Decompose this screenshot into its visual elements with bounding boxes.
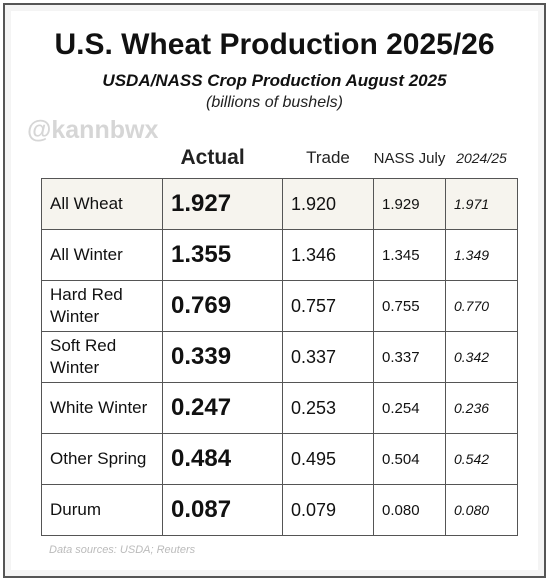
cell: 0.337	[282, 331, 374, 383]
row-label: Soft Red Winter	[41, 331, 163, 383]
data-table: Actual Trade NASS July 2024/25 All Wheat 1.9…	[41, 138, 518, 536]
watermark: @kannbwx	[27, 116, 159, 144]
row-label: All Wheat	[41, 178, 163, 230]
column-header: Actual	[180, 146, 245, 169]
column-header: Trade	[306, 148, 350, 167]
row-label: All Winter	[41, 229, 163, 281]
corner	[42, 138, 163, 179]
cell: 1.929	[373, 178, 446, 230]
cell: 0.504	[373, 433, 446, 485]
header-row: Actual Trade NASS July 2024/25	[42, 138, 518, 179]
cell: 0.080	[373, 484, 446, 536]
source-note: Data sources: USDA; Reuters	[49, 544, 196, 556]
cell: 0.339	[162, 331, 283, 383]
cell: 1.971	[445, 178, 518, 230]
cell: 1.345	[373, 229, 446, 281]
table-row: All Wheat 1.927 1.920 1.929 1.971	[41, 178, 518, 230]
table-row: Other Spring 0.484 0.495 0.504 0.542	[41, 433, 518, 485]
column-header: 2024/25	[456, 150, 507, 166]
cell: 0.770	[445, 280, 518, 332]
table-row: White Winter 0.247 0.253 0.254 0.236	[41, 382, 518, 434]
table-row: All Winter 1.355 1.346 1.345 1.349	[41, 229, 518, 281]
cell: 0.542	[445, 433, 518, 485]
table-row: Soft Red Winter 0.339 0.337 0.337 0.342	[41, 331, 518, 383]
cell: 1.346	[282, 229, 374, 281]
row-label: Other Spring	[41, 433, 163, 485]
row-label: Durum	[41, 484, 163, 536]
cell: 0.253	[282, 382, 374, 434]
cell: 0.080	[445, 484, 518, 536]
row-label: White Winter	[41, 382, 163, 434]
table-row: Hard Red Winter 0.769 0.757 0.755 0.770	[41, 280, 518, 332]
cell: 0.254	[373, 382, 446, 434]
cell: 0.484	[162, 433, 283, 485]
cell: 0.337	[373, 331, 446, 383]
title: U.S. Wheat Production 2025/26	[54, 28, 495, 61]
row-label: Hard Red Winter	[41, 280, 163, 332]
units: (billions of bushels)	[206, 94, 343, 111]
cell: 0.342	[445, 331, 518, 383]
cell: 0.757	[282, 280, 374, 332]
cell: 0.236	[445, 382, 518, 434]
cell: 1.349	[445, 229, 518, 281]
cell: 1.920	[282, 178, 374, 230]
column-header: NASS July	[373, 149, 446, 167]
cell: 0.079	[282, 484, 374, 536]
cell: 0.247	[162, 382, 283, 434]
cell: 0.755	[373, 280, 446, 332]
table-row: Durum 0.087 0.079 0.080 0.080	[41, 484, 518, 536]
cell: 1.927	[162, 178, 283, 230]
subtitle: USDA/NASS Crop Production August 2025	[102, 71, 447, 90]
cell: 0.087	[162, 484, 283, 536]
cell: 1.355	[162, 229, 283, 281]
cell: 0.495	[282, 433, 374, 485]
cell: 0.769	[162, 280, 283, 332]
